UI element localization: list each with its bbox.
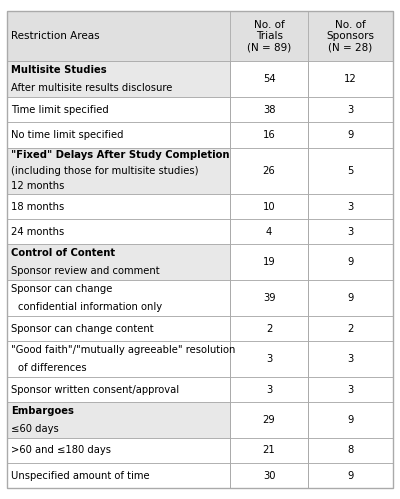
Text: Sponsor can change content: Sponsor can change content xyxy=(11,323,154,333)
Bar xyxy=(230,148,308,194)
Bar xyxy=(7,438,230,463)
Text: Control of Content: Control of Content xyxy=(11,249,115,258)
Text: 38: 38 xyxy=(263,105,275,115)
Text: No. of
Trials
(N = 89): No. of Trials (N = 89) xyxy=(247,19,291,53)
Bar xyxy=(7,148,230,194)
Text: 10: 10 xyxy=(263,202,276,212)
Text: confidential information only: confidential information only xyxy=(18,302,162,312)
Text: 3: 3 xyxy=(348,354,354,364)
Bar xyxy=(308,245,393,280)
Text: 3: 3 xyxy=(348,385,354,395)
Bar xyxy=(308,341,393,377)
Text: 18 months: 18 months xyxy=(11,202,64,212)
Text: 3: 3 xyxy=(348,227,354,237)
Bar xyxy=(7,316,230,341)
Bar xyxy=(308,219,393,245)
Text: 26: 26 xyxy=(263,166,276,176)
Text: >60 and ≤180 days: >60 and ≤180 days xyxy=(11,446,111,456)
Text: 24 months: 24 months xyxy=(11,227,64,237)
Bar xyxy=(7,122,230,148)
Bar xyxy=(7,341,230,377)
Bar xyxy=(7,463,230,488)
Text: Sponsor written consent/approval: Sponsor written consent/approval xyxy=(11,385,179,395)
Bar xyxy=(230,377,308,402)
Text: 16: 16 xyxy=(263,130,276,140)
Text: ≤60 days: ≤60 days xyxy=(11,424,59,434)
Text: 5: 5 xyxy=(347,166,354,176)
Bar xyxy=(230,194,308,219)
Text: 2: 2 xyxy=(347,323,354,333)
Bar xyxy=(230,341,308,377)
Text: "Fixed" Delays After Study Completion: "Fixed" Delays After Study Completion xyxy=(11,150,230,160)
Text: 3: 3 xyxy=(348,202,354,212)
Bar xyxy=(308,316,393,341)
Text: 29: 29 xyxy=(263,415,276,425)
Bar xyxy=(7,61,230,97)
Text: 2: 2 xyxy=(266,323,272,333)
Bar xyxy=(230,280,308,316)
Text: 3: 3 xyxy=(266,385,272,395)
Bar xyxy=(230,122,308,148)
Bar xyxy=(308,402,393,438)
Bar xyxy=(7,11,393,61)
Text: 9: 9 xyxy=(347,257,354,267)
Bar xyxy=(308,97,393,122)
Bar xyxy=(230,219,308,245)
Bar xyxy=(7,377,230,402)
Text: Embargoes: Embargoes xyxy=(11,406,74,416)
Bar xyxy=(7,402,230,438)
Text: Sponsor review and comment: Sponsor review and comment xyxy=(11,266,160,276)
Bar xyxy=(230,316,308,341)
Text: 12: 12 xyxy=(344,74,357,84)
Text: 12 months: 12 months xyxy=(11,181,64,191)
Text: Restriction Areas: Restriction Areas xyxy=(11,31,100,41)
Text: After multisite results disclosure: After multisite results disclosure xyxy=(11,83,172,93)
Bar xyxy=(308,61,393,97)
Text: 3: 3 xyxy=(266,354,272,364)
Bar xyxy=(7,219,230,245)
Text: Time limit specified: Time limit specified xyxy=(11,105,109,115)
Bar xyxy=(230,463,308,488)
Bar xyxy=(308,377,393,402)
Bar xyxy=(308,148,393,194)
Text: Multisite Studies: Multisite Studies xyxy=(11,65,107,75)
Bar xyxy=(308,438,393,463)
Bar xyxy=(308,194,393,219)
Bar xyxy=(230,61,308,97)
Bar xyxy=(7,280,230,316)
Bar xyxy=(230,245,308,280)
Text: 9: 9 xyxy=(347,130,354,140)
Text: 8: 8 xyxy=(348,446,354,456)
Text: (including those for multisite studies): (including those for multisite studies) xyxy=(11,166,198,176)
Bar xyxy=(230,402,308,438)
Bar xyxy=(230,438,308,463)
Bar xyxy=(7,97,230,122)
Text: No time limit specified: No time limit specified xyxy=(11,130,124,140)
Text: "Good faith"/"mutually agreeable" resolution: "Good faith"/"mutually agreeable" resolu… xyxy=(11,345,235,355)
Text: 21: 21 xyxy=(263,446,276,456)
Text: 54: 54 xyxy=(263,74,276,84)
Text: 9: 9 xyxy=(347,471,354,481)
Text: 19: 19 xyxy=(263,257,276,267)
Text: No. of
Sponsors
(N = 28): No. of Sponsors (N = 28) xyxy=(326,19,374,53)
Bar xyxy=(7,245,230,280)
Text: 39: 39 xyxy=(263,293,276,303)
Bar xyxy=(230,97,308,122)
Text: 9: 9 xyxy=(347,293,354,303)
Bar xyxy=(7,194,230,219)
Text: Sponsor can change: Sponsor can change xyxy=(11,284,112,294)
Bar xyxy=(308,463,393,488)
Text: Unspecified amount of time: Unspecified amount of time xyxy=(11,471,150,481)
Text: 30: 30 xyxy=(263,471,275,481)
Text: 3: 3 xyxy=(348,105,354,115)
Bar xyxy=(308,280,393,316)
Text: 4: 4 xyxy=(266,227,272,237)
Text: of differences: of differences xyxy=(18,363,87,373)
Text: 9: 9 xyxy=(347,415,354,425)
Bar xyxy=(308,122,393,148)
